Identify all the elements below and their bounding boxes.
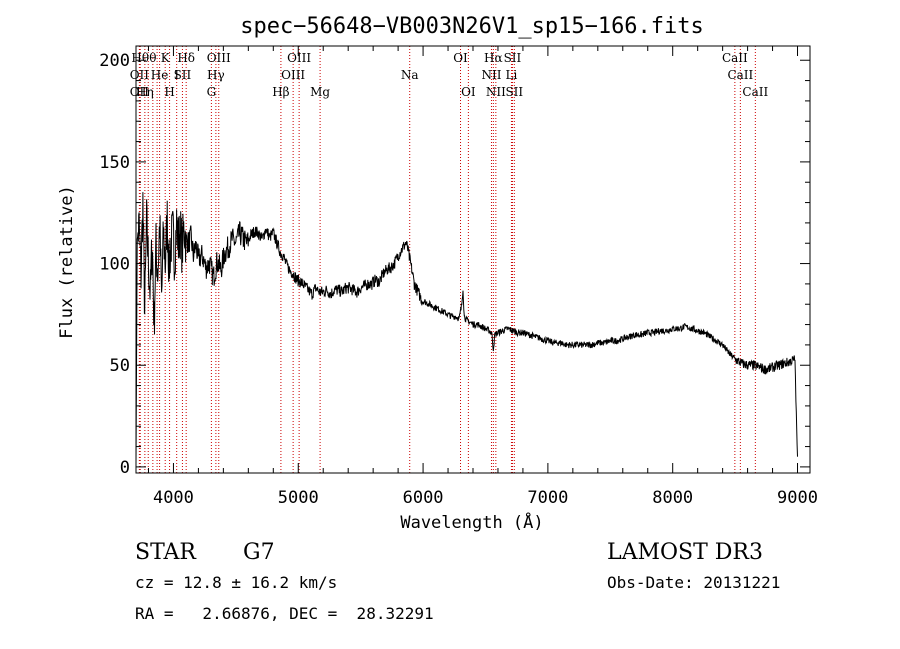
line-label: OII (130, 68, 150, 82)
line-label: OI (453, 51, 468, 65)
line-label: Li (506, 68, 518, 82)
line-label: OI (461, 85, 476, 99)
y-tick-label: 50 (110, 356, 130, 376)
line-label: OII (130, 85, 150, 99)
line-label: H (164, 85, 174, 99)
x-tick-label: 9000 (777, 488, 818, 508)
line-label: Hβ (272, 85, 289, 99)
line-label: He (151, 68, 169, 82)
line-label: Hη (136, 85, 154, 99)
x-axis-ticks: 4000 5000 6000 7000 8000 9000 (147, 46, 818, 508)
spectral-line-markers (138, 46, 756, 473)
plot-frame (135, 45, 811, 474)
y-tick-label: 150 (99, 153, 130, 173)
line-label: G (207, 85, 217, 99)
y-axis-ticks: 0 50 100 150 200 (99, 51, 810, 478)
y-tick-label: 200 (99, 51, 130, 71)
line-label: CaII (742, 85, 768, 99)
line-label: K (161, 51, 171, 65)
x-tick-label: 6000 (403, 488, 444, 508)
line-label: SII (174, 68, 192, 82)
x-tick-label: 4000 (153, 488, 194, 508)
line-label: Hδ (177, 51, 195, 65)
line-label: θ (149, 51, 156, 65)
line-label: Hγ (207, 68, 225, 82)
line-label: I (174, 68, 179, 82)
line-label: Mg (310, 85, 330, 99)
line-label: OIII (281, 68, 305, 82)
spectrum-line (135, 192, 798, 463)
obs-date: Obs-Date: 20131221 (607, 573, 780, 592)
line-label: CaII (722, 51, 748, 65)
coordinates: RA = 2.66876, DEC = 28.32291 (135, 604, 434, 623)
line-label: OIII (287, 51, 311, 65)
object-class: STAR (135, 540, 197, 565)
x-tick-label: 8000 (652, 488, 693, 508)
y-axis-label: Flux (relative) (57, 185, 77, 339)
x-tick-label: 5000 (278, 488, 319, 508)
line-label: OIII (207, 51, 231, 65)
x-tick-label: 7000 (527, 488, 568, 508)
line-label: NII (481, 68, 501, 82)
spectral-line-labels: HθOIIOIIHηθHeKHISIIHδGHγOIIIHβOIIIOIIIMg… (130, 51, 769, 99)
chart-title: spec−56648−VB003N26V1_sp15−166.fits (240, 14, 704, 39)
spectral-subclass: G7 (243, 540, 275, 565)
x-axis-label: Wavelength (Å) (400, 511, 543, 533)
survey-name: LAMOST DR3 (607, 540, 763, 565)
redshift-text: cz = 12.8 ± 16.2 km/s (135, 573, 337, 592)
line-label: SII (504, 51, 522, 65)
line-label: Hα (484, 51, 503, 65)
line-label: NII (486, 85, 506, 99)
y-tick-label: 0 (120, 458, 130, 478)
line-label: CaII (727, 68, 753, 82)
line-label: Hθ (131, 51, 149, 65)
line-label: SII (505, 85, 523, 99)
line-label: Na (401, 68, 419, 82)
y-tick-label: 100 (99, 255, 130, 275)
